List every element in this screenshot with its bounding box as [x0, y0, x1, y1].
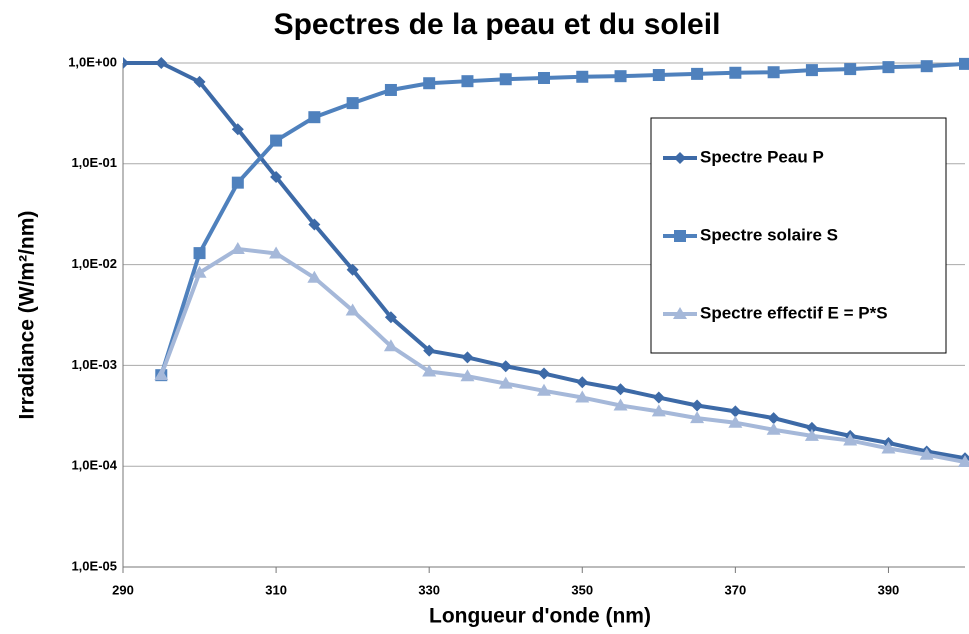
marker	[155, 57, 168, 69]
marker	[652, 69, 665, 82]
marker	[767, 66, 780, 79]
marker	[460, 369, 475, 382]
marker	[307, 270, 322, 283]
marker	[123, 57, 129, 69]
marker	[461, 75, 474, 88]
marker	[729, 405, 742, 418]
marker	[537, 383, 551, 396]
marker	[270, 170, 283, 183]
marker	[690, 411, 705, 424]
marker	[843, 433, 858, 446]
marker	[614, 383, 627, 396]
marker	[728, 415, 743, 428]
marker	[729, 66, 742, 79]
marker	[805, 64, 818, 77]
marker	[652, 391, 665, 404]
series-line	[159, 61, 966, 376]
marker	[958, 455, 969, 468]
marker	[423, 344, 436, 357]
x-tick-label: 350	[571, 582, 593, 597]
chart-title: Spectres de la peau et du soleil	[274, 8, 721, 41]
marker	[384, 83, 397, 96]
marker	[538, 367, 550, 380]
marker	[844, 63, 857, 76]
x-tick-label: 390	[878, 582, 900, 597]
marker	[461, 351, 474, 364]
y-axis-label: Irradiance (W/m²/nm)	[16, 211, 39, 420]
marker	[499, 360, 512, 373]
marker	[383, 339, 398, 352]
marker	[767, 412, 780, 425]
x-tick-label: 330	[418, 582, 440, 597]
marker	[538, 71, 550, 84]
marker	[423, 77, 436, 90]
marker	[613, 398, 628, 411]
marker	[805, 421, 818, 434]
marker	[230, 241, 245, 254]
x-tick-label: 310	[265, 582, 287, 597]
legend-marker	[674, 230, 686, 242]
marker	[384, 311, 397, 324]
y-tick-label: 1,0E-05	[71, 558, 117, 573]
marker	[270, 134, 283, 147]
x-tick-label: 370	[725, 582, 747, 597]
legend-label: Spectre Peau P	[700, 147, 824, 166]
marker	[231, 123, 244, 136]
marker	[422, 364, 437, 377]
legend-box	[650, 117, 947, 354]
marker	[499, 73, 512, 86]
marker	[576, 70, 589, 83]
series-line	[159, 246, 966, 464]
marker	[193, 247, 206, 260]
legend-marker	[674, 152, 686, 164]
x-tick-label: 290	[112, 582, 134, 597]
marker	[881, 441, 896, 454]
marker	[651, 404, 666, 417]
y-tick-label: 1,0E-03	[71, 357, 117, 372]
marker	[576, 376, 589, 389]
y-tick-label: 1,0E-04	[71, 458, 117, 473]
series	[155, 57, 969, 382]
series	[154, 241, 969, 468]
y-tick-label: 1,0E-02	[71, 256, 117, 271]
marker	[498, 376, 513, 389]
y-tick-label: 1,0E+00	[68, 54, 117, 69]
marker	[691, 67, 704, 80]
marker	[959, 57, 969, 70]
marker	[308, 111, 321, 124]
marker	[269, 246, 284, 259]
marker	[804, 428, 819, 441]
marker	[231, 176, 244, 189]
legend-label: Spectre solaire S	[700, 225, 838, 244]
marker	[691, 399, 704, 412]
marker	[346, 97, 359, 110]
marker	[766, 422, 781, 435]
marker	[308, 218, 321, 231]
legend-label: Spectre effectif E = P*S	[700, 303, 888, 322]
marker	[919, 447, 934, 460]
marker	[345, 303, 360, 316]
x-axis-label: Longueur d'onde (nm)	[429, 605, 651, 628]
marker	[346, 263, 359, 276]
marker	[614, 70, 627, 83]
marker	[193, 75, 206, 88]
y-tick-label: 1,0E-01	[71, 155, 117, 170]
marker	[154, 368, 169, 381]
marker	[575, 390, 590, 403]
legend-marker	[673, 307, 687, 319]
marker	[192, 265, 207, 278]
marker	[920, 60, 933, 73]
marker	[882, 61, 895, 74]
